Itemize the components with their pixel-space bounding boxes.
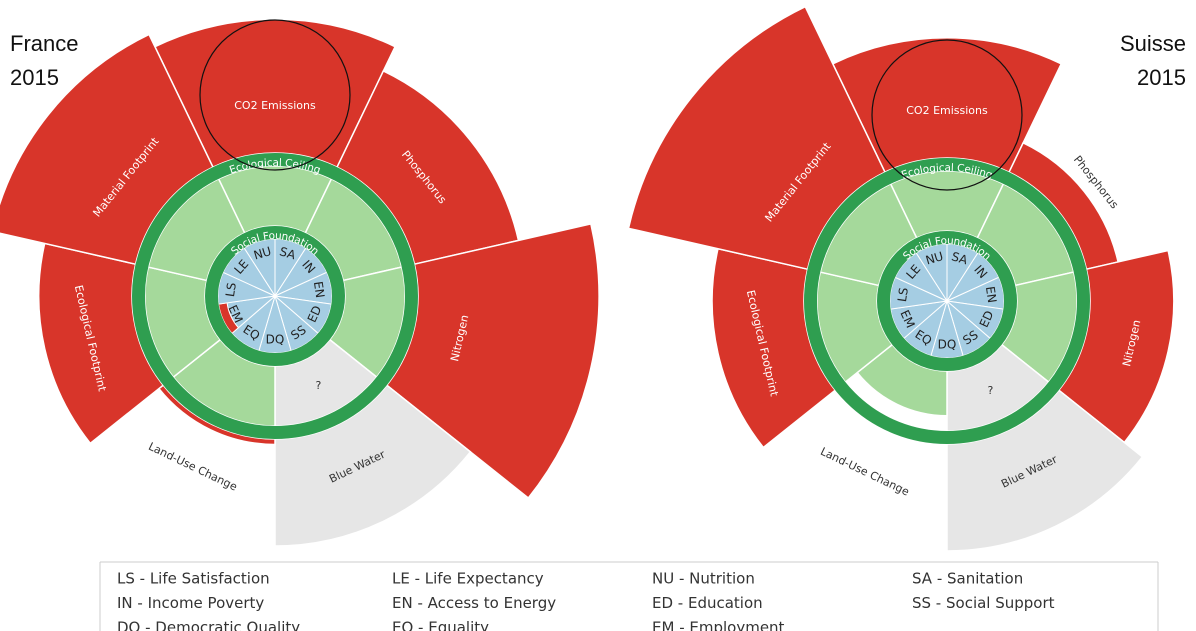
highlight-circle xyxy=(199,19,351,171)
ceiling-ring xyxy=(132,153,418,439)
legend-entry: NU - Nutrition xyxy=(652,570,755,588)
sector-label: Land-Use Change xyxy=(818,445,911,499)
social-label: EM xyxy=(897,308,917,330)
legend-entry: EQ - Equality xyxy=(392,619,489,631)
legend-entry: SA - Sanitation xyxy=(912,570,1023,588)
foundation-ring xyxy=(205,226,345,366)
social-label: LS xyxy=(223,282,239,298)
chart-subtitle: 2015 xyxy=(1137,65,1186,90)
overshoot-wedge xyxy=(711,247,837,449)
legend-entry: IN - Income Poverty xyxy=(117,594,264,612)
legend-entry: EN - Access to Energy xyxy=(392,594,556,612)
legend-entry: EM - Employment xyxy=(652,619,785,631)
social-wedge xyxy=(222,247,277,298)
legend: LS - Life Satisfaction LE - Life Expectan… xyxy=(117,570,1055,631)
social-label: SS xyxy=(288,323,308,343)
ceiling-ring xyxy=(804,158,1090,444)
social-label: ED xyxy=(977,309,997,330)
social-label: NU xyxy=(924,249,945,267)
sector-label: Land-Use Change xyxy=(146,440,239,494)
social-label: DQ xyxy=(266,333,285,347)
social-label: SA xyxy=(278,244,298,262)
sector-label: CO2 Emissions xyxy=(234,99,316,112)
legend-entry: DQ - Democratic Quality xyxy=(117,619,300,631)
chart-title: France xyxy=(10,31,78,56)
social-label: DQ xyxy=(938,338,957,352)
chart-title: Suisse xyxy=(1120,31,1186,56)
social-label: EN xyxy=(311,280,327,298)
overshoot-wedge xyxy=(38,242,165,445)
social-label: LS xyxy=(895,287,911,303)
foundation-ring xyxy=(877,231,1017,371)
legend-entry: LE - Life Expectancy xyxy=(392,570,544,588)
social-label: EM xyxy=(225,303,245,325)
legend-entry: ED - Education xyxy=(652,594,763,612)
no-data-label: ? xyxy=(315,379,321,392)
legend-entry: SS - Social Support xyxy=(912,594,1055,612)
legend-entry: LS - Life Satisfaction xyxy=(117,570,270,588)
social-label: NU xyxy=(252,244,273,262)
social-label: SS xyxy=(960,328,980,348)
sector-label: CO2 Emissions xyxy=(906,104,988,117)
chart-subtitle: 2015 xyxy=(10,65,59,90)
social-label: SA xyxy=(950,249,970,267)
social-label: ED xyxy=(305,304,325,325)
no-data-label: ? xyxy=(987,384,993,397)
highlight-circle xyxy=(871,39,1023,191)
social-label: EN xyxy=(983,285,999,303)
social-wedge xyxy=(894,252,949,303)
